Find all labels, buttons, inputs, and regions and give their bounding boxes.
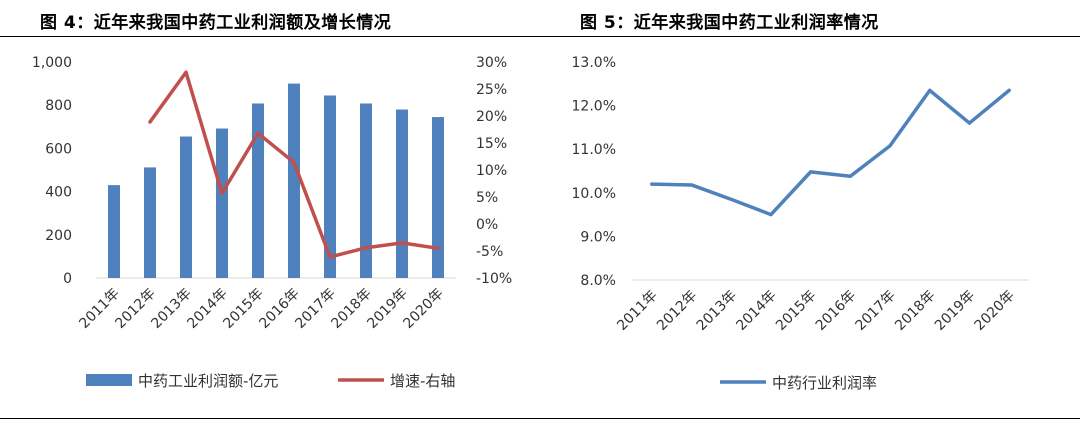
y-tick-label: 13.0% xyxy=(572,55,616,71)
y-tick-label: 9.0% xyxy=(580,229,616,245)
profit-margin-point-2016年 xyxy=(848,174,852,178)
y-right-tick-label: 10% xyxy=(476,163,507,179)
x-tick-label: 2017年 xyxy=(852,288,898,334)
profit-margin-point-2020年 xyxy=(1007,88,1011,92)
figure-5-panel: 图 5：近年来我国中药工业利润率情况 8.0% 9.0% 10.0% 11.0% 12.… xyxy=(540,0,1080,426)
x-tick-label: 2013年 xyxy=(694,288,740,334)
figure-5-title-rule xyxy=(540,36,1080,37)
figure-4-panel: 图 4：近年来我国中药工业利润额及增长情况 0 200 400 600 800 1,000… xyxy=(0,13,540,390)
y-right-tick-label: 15% xyxy=(476,136,507,152)
profit-margin-point-2012年 xyxy=(689,183,694,187)
legend-line-label: 中药行业利润率 xyxy=(772,374,877,392)
y-left-tick-label: 1,000 xyxy=(32,55,72,71)
bar-2017年 xyxy=(324,95,336,278)
x-tick-label: 2016年 xyxy=(813,288,859,334)
y-tick-label: 12.0% xyxy=(572,99,616,115)
growth-rate-point-2013年 xyxy=(184,70,188,74)
y-right-tick-label: 5% xyxy=(476,190,498,206)
y-right-tick-label: 0% xyxy=(476,217,498,233)
y-tick-label: 10.0% xyxy=(572,186,616,202)
bar-2015年 xyxy=(252,103,264,278)
figure-5-chart: 8.0%9.0%10.0%11.0%12.0%13.0%2011年2012年20… xyxy=(572,55,1029,392)
figure-4-title: 图 4：近年来我国中药工业利润额及增长情况 xyxy=(40,13,392,33)
x-tick-label: 2020年 xyxy=(972,288,1018,334)
bar-2018年 xyxy=(360,103,372,278)
growth-rate-point-2014年 xyxy=(220,191,224,195)
growth-rate-point-2015年 xyxy=(256,131,260,135)
bar-2016年 xyxy=(288,83,300,278)
growth-rate-point-2017年 xyxy=(328,255,332,259)
y-right-tick-label: 30% xyxy=(476,55,507,71)
profit-margin-point-2014年 xyxy=(769,213,773,217)
profit-margin-point-2018年 xyxy=(928,88,932,92)
profit-margin-point-2013年 xyxy=(729,197,733,201)
figure-4-chart: 0 200 400 600 800 1,000 -10% -5% 0% 5% 10% 15% 20% 25… xyxy=(32,55,512,390)
x-tick-label: 2018年 xyxy=(892,288,938,334)
figure-4-title-rule xyxy=(0,36,540,37)
y-right-tick-label: -10% xyxy=(476,271,512,287)
legend-bar-label: 中药工业利润额-亿元 xyxy=(138,372,278,390)
profit-margin-point-2011年 xyxy=(650,182,654,186)
profit-margin-point-2015年 xyxy=(809,170,813,174)
y-right-tick-label: -5% xyxy=(476,244,503,260)
y-left-tick-label: 200 xyxy=(45,228,72,244)
x-tick-label: 2020年 xyxy=(400,286,446,332)
x-tick-label: 2012年 xyxy=(654,288,700,334)
bar-2013年 xyxy=(180,136,192,278)
bar-2019年 xyxy=(396,109,408,279)
y-right-tick-label: 25% xyxy=(476,82,507,98)
y-tick-label: 11.0% xyxy=(572,142,616,158)
x-tick-label: 2019年 xyxy=(932,288,978,334)
bar-2012年 xyxy=(144,167,156,278)
bar-2011年 xyxy=(108,185,120,278)
legend-line-label: 增速-右轴 xyxy=(390,372,455,390)
y-left-tick-label: 600 xyxy=(45,141,72,157)
bar-2020年 xyxy=(432,117,444,278)
y-right-tick-label: 20% xyxy=(476,109,507,125)
bar-2014年 xyxy=(216,128,228,278)
growth-rate-point-2019年 xyxy=(400,241,404,245)
profit-margin-point-2019年 xyxy=(967,121,972,125)
y-left-tick-label: 800 xyxy=(45,98,72,114)
y-left-tick-label: 400 xyxy=(45,185,72,201)
legend-bar-swatch xyxy=(86,374,132,386)
profit-margin-point-2017年 xyxy=(888,144,892,148)
x-tick-label: 2015年 xyxy=(773,288,819,334)
figure-5-title: 图 5：近年来我国中药工业利润率情况 xyxy=(580,13,879,33)
bottom-rule xyxy=(0,418,1080,419)
y-tick-label: 8.0% xyxy=(580,273,616,289)
growth-rate-point-2012年 xyxy=(148,120,152,124)
profit-margin-line xyxy=(650,88,1011,217)
growth-rate-point-2016年 xyxy=(292,160,296,165)
growth-rate-point-2018年 xyxy=(364,246,368,250)
growth-rate-point-2020年 xyxy=(436,246,440,250)
x-tick-label: 2011年 xyxy=(614,288,660,334)
x-tick-label: 2014年 xyxy=(733,288,779,334)
y-left-tick-label: 0 xyxy=(63,271,72,287)
